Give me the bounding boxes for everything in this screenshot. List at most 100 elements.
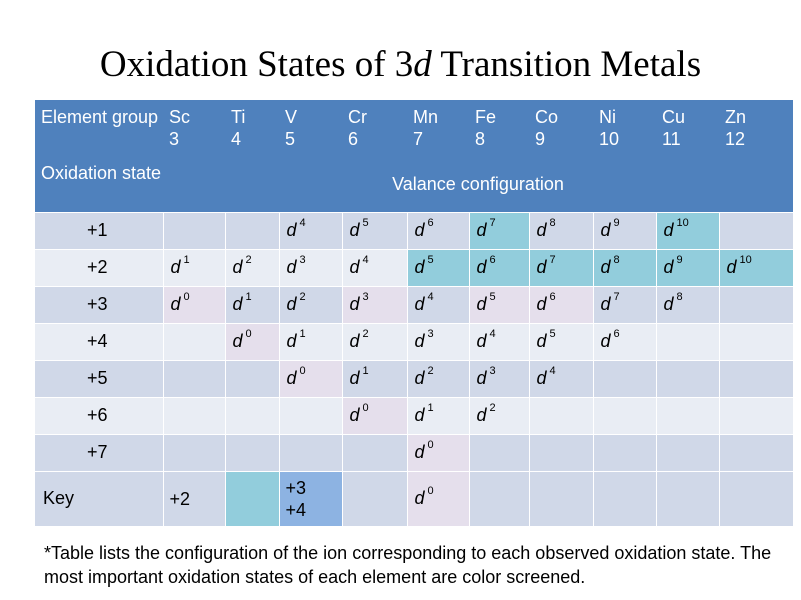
config-exponent: 5 <box>549 328 556 340</box>
config-letter: d <box>349 220 360 240</box>
config-exponent: 6 <box>427 217 434 229</box>
config-letter: d <box>232 257 243 277</box>
element-symbol: Zn <box>725 107 747 127</box>
valence-configuration-label: Valance configuration <box>163 157 793 212</box>
config-letter: d <box>414 220 425 240</box>
config-letter: d <box>663 220 674 240</box>
config-letter: d <box>600 331 611 351</box>
configuration-cell <box>718 211 793 250</box>
element-symbol: Mn <box>413 107 439 127</box>
configuration-cell <box>655 396 719 435</box>
config-letter: d <box>476 331 487 351</box>
key-spacer <box>592 470 656 526</box>
element-symbol: Cu <box>662 107 686 127</box>
config-letter: d <box>170 294 181 314</box>
key-blue-line1: +3 <box>285 477 307 498</box>
config-letter: d <box>349 405 360 425</box>
element-group-number: 5 <box>285 129 296 149</box>
element-group-number: 8 <box>475 129 486 149</box>
config-letter: d <box>170 257 181 277</box>
configuration-cell <box>528 433 593 472</box>
config-letter: d <box>663 257 674 277</box>
key-spacer <box>468 470 529 526</box>
table-row: +3 d 0 d 1 d 2 d 3 d 4 d 5 d 6 d 7 d 8 <box>35 285 793 324</box>
configuration-cell <box>718 322 793 361</box>
config-exponent: 1 <box>362 365 369 377</box>
oxidation-state-cell: +4 <box>35 322 163 361</box>
config-letter: d <box>536 220 547 240</box>
config-exponent: 4 <box>489 328 496 340</box>
configuration-cell <box>162 433 225 472</box>
element-header: Fe 8 <box>469 100 529 157</box>
config-exponent: 7 <box>613 291 620 303</box>
config-letter: d <box>414 294 425 314</box>
config-exponent: 1 <box>183 254 190 266</box>
config-letter: d <box>414 405 425 425</box>
configuration-cell <box>718 359 793 398</box>
oxidation-state-cell: +1 <box>35 211 163 250</box>
page-title: Oxidation States of 3d Transition Metals <box>0 42 801 88</box>
key-blue-line2: +4 <box>285 499 307 520</box>
configuration-cell <box>224 433 279 472</box>
element-group-number: 10 <box>599 129 620 149</box>
element-header: Zn 12 <box>719 100 793 157</box>
oxidation-state-cell: +2 <box>35 248 163 287</box>
oxidation-state-cell: +5 <box>35 359 163 398</box>
config-letter: d <box>286 257 297 277</box>
element-symbol: Fe <box>475 107 497 127</box>
config-exponent: 2 <box>427 365 434 377</box>
configuration-cell: d 10 <box>718 248 793 287</box>
configuration-cell <box>278 433 342 472</box>
configuration-cell <box>162 322 225 361</box>
config-letter: d <box>476 220 487 240</box>
element-group-label: Element group <box>35 100 163 157</box>
config-letter: d <box>286 220 297 240</box>
configuration-cell <box>592 433 656 472</box>
config-letter: d <box>349 294 360 314</box>
config-exponent: 8 <box>676 291 683 303</box>
table-row: +5 d 0 d 1 d 2 d 3 d 4 <box>35 359 793 398</box>
configuration-cell <box>718 285 793 324</box>
config-exponent: 6 <box>613 328 620 340</box>
key-swatch-blue: +3 +4 <box>278 470 342 526</box>
key-swatch-lavender: +2 <box>162 470 225 526</box>
config-exponent: 3 <box>299 254 306 266</box>
config-letter: d <box>232 331 243 351</box>
config-exponent: 6 <box>489 254 496 266</box>
key-spacer <box>341 470 407 526</box>
configuration-cell <box>528 396 593 435</box>
element-symbol: Co <box>535 107 559 127</box>
config-exponent: 5 <box>362 217 369 229</box>
table-row: +7 d 0 <box>35 433 793 472</box>
table-body: +1 d 4 d 5 d 6 d 7 d 8 d 9 d 10 +2 d 1 d 2 d 3 d 4 d 5 d 6 d 7 d 8 d 9 d 10… <box>35 211 793 472</box>
footnote: *Table lists the configuration of the io… <box>44 543 772 587</box>
config-letter: d <box>349 257 360 277</box>
element-group-number: 3 <box>169 129 180 149</box>
config-letter: d <box>414 368 425 388</box>
element-group-number: 7 <box>413 129 424 149</box>
config-exponent: 5 <box>427 254 434 266</box>
configuration-cell <box>655 359 719 398</box>
oxidation-state-cell: +6 <box>35 396 163 435</box>
config-exponent: 10 <box>676 217 689 229</box>
config-exponent: 1 <box>427 402 434 414</box>
config-letter: d <box>232 294 243 314</box>
element-group-number: 4 <box>231 129 242 149</box>
key-spacer <box>528 470 593 526</box>
config-exponent: 0 <box>362 402 369 414</box>
